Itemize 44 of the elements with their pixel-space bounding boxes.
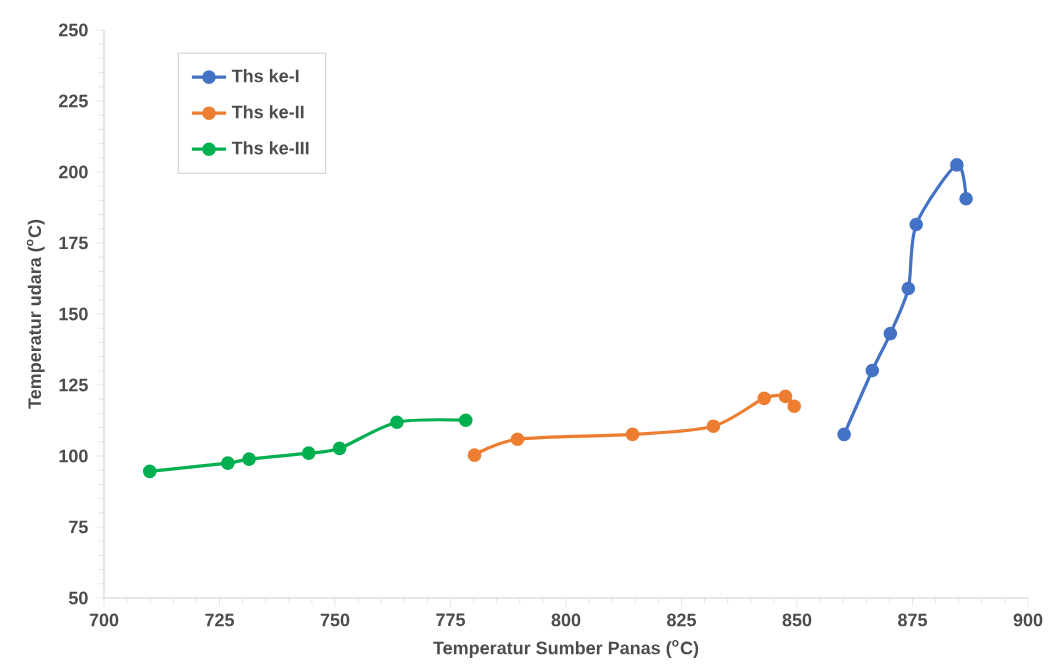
point [706,419,721,433]
point [467,448,482,462]
x-tick-label: 700 [89,613,119,627]
y-tick-label: 125 [59,378,88,392]
point [778,389,793,404]
point [909,217,923,232]
point [221,456,235,470]
point [625,427,640,442]
point [301,446,316,460]
x-tick-label: 800 [551,613,581,627]
point [901,281,916,296]
x-tick-label: 775 [436,613,466,627]
x-tick-label: 875 [898,613,928,627]
point [332,441,347,456]
y-tick-label: 200 [58,165,88,179]
point [950,158,964,172]
y-tick-label: 250 [58,23,88,37]
legend-label: Ths ke-I [231,69,299,83]
y-tick-label: 75 [69,520,88,534]
x-tick-label: 725 [205,613,235,627]
point [458,413,473,428]
y-tick-label: 50 [68,591,88,605]
point [883,326,898,341]
x-tick-label: 850 [782,613,812,627]
point [837,427,851,442]
x-tick-label: 900 [1013,613,1043,627]
point [865,363,880,378]
y-tick-label: 225 [58,94,88,108]
x-tick-label: 750 [320,613,350,627]
point [390,415,404,430]
point [757,391,771,406]
y-tick-label: 175 [59,236,88,250]
point [959,191,973,206]
y-tick-label: 150 [59,307,88,321]
point [787,399,802,414]
point [142,464,157,479]
point [510,432,525,447]
point [242,452,256,466]
legend-label: Ths ke-II [231,105,304,119]
y-axis-title: Temperatur udara ($^{o}$C) [26,219,45,409]
y-tick-label: 100 [59,449,88,463]
legend-label: Ths ke-III [231,141,309,155]
x-axis-title: Temperatur Sumber Panas ($^{o}$C) [433,640,699,658]
x-tick-label: 825 [667,613,697,627]
